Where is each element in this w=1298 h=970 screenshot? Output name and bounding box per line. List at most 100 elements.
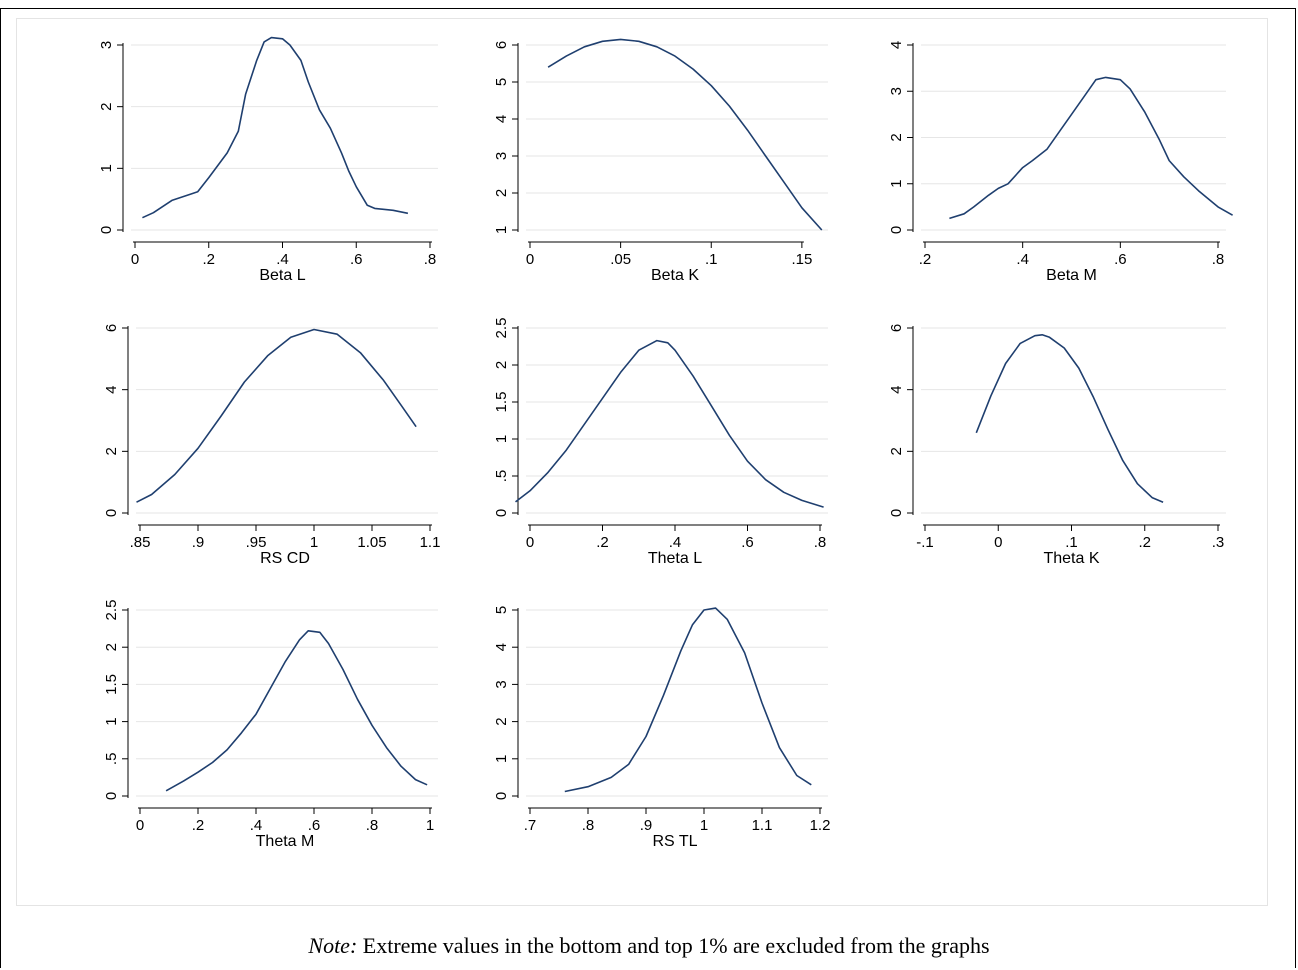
figure-frame bbox=[0, 8, 1296, 968]
x-tick-label: .8 bbox=[814, 534, 827, 551]
x-tick-label: 0 bbox=[131, 251, 139, 268]
note-text: Extreme values in the bottom and top 1% … bbox=[357, 933, 990, 958]
density-line bbox=[949, 76, 1233, 220]
x-axis-title: Beta L bbox=[259, 267, 305, 284]
y-tick-label: 0 bbox=[888, 226, 905, 234]
x-tick-label: .05 bbox=[610, 251, 631, 268]
y-tick-label: 2 bbox=[103, 643, 120, 651]
x-tick-label: 0 bbox=[994, 534, 1002, 551]
x-axis-title: Theta M bbox=[256, 833, 315, 850]
y-tick-label: 4 bbox=[888, 385, 905, 393]
x-tick-label: .8 bbox=[424, 251, 437, 268]
x-tick-label: .2 bbox=[919, 251, 932, 268]
y-tick-label: 1.5 bbox=[103, 674, 120, 695]
y-tick-label: 1 bbox=[888, 180, 905, 188]
y-tick-label: 2 bbox=[888, 447, 905, 455]
y-tick-label: 0 bbox=[493, 792, 510, 800]
y-tick-label: 2 bbox=[493, 361, 510, 369]
figure-note: Note: Extreme values in the bottom and t… bbox=[0, 933, 1298, 959]
y-tick-label: 2.5 bbox=[493, 318, 510, 339]
x-tick-label: .6 bbox=[308, 817, 321, 834]
x-tick-label: .3 bbox=[1212, 534, 1225, 551]
y-tick-label: .5 bbox=[493, 470, 510, 483]
density-line bbox=[142, 36, 409, 219]
x-tick-label: .2 bbox=[596, 534, 609, 551]
y-tick-label: 0 bbox=[888, 509, 905, 517]
panel-6: 0 2 4 6 -.1 0 .1 .2 .3 Theta K bbox=[888, 324, 1226, 567]
density-line bbox=[547, 38, 823, 231]
x-tick-label: .6 bbox=[741, 534, 754, 551]
x-tick-label: .6 bbox=[350, 251, 363, 268]
x-tick-label: .4 bbox=[250, 817, 263, 834]
x-tick-label: .1 bbox=[1065, 534, 1078, 551]
x-tick-label: 0 bbox=[526, 251, 534, 268]
y-tick-label: 2 bbox=[98, 102, 115, 110]
x-tick-label: 1.1 bbox=[420, 534, 441, 551]
panel-7: 0 .5 1 1.5 2 2.5 0 .2 .4 .6 .8 1 Theta M bbox=[103, 600, 438, 850]
x-tick-label: .4 bbox=[669, 534, 682, 551]
y-tick-label: 1 bbox=[103, 717, 120, 725]
x-tick-label: .9 bbox=[640, 817, 653, 834]
x-axis-title: RS CD bbox=[260, 550, 310, 567]
y-tick-label: 1 bbox=[493, 226, 510, 234]
x-tick-label: .1 bbox=[705, 251, 718, 268]
y-tick-label: 4 bbox=[103, 385, 120, 393]
panel-3: 0 1 2 3 4 .2 .4 .6 .8 Beta M bbox=[888, 41, 1233, 284]
y-tick-label: 4 bbox=[493, 643, 510, 651]
y-tick-label: 2 bbox=[493, 717, 510, 725]
note-label: Note: bbox=[308, 933, 358, 958]
x-axis-title: Beta M bbox=[1046, 267, 1097, 284]
x-tick-label: -.1 bbox=[916, 534, 934, 551]
y-tick-label: 5 bbox=[493, 606, 510, 614]
x-tick-label: 1.1 bbox=[752, 817, 773, 834]
y-tick-label: 6 bbox=[888, 324, 905, 332]
x-axis-title: Theta K bbox=[1043, 550, 1099, 567]
x-tick-label: 1.2 bbox=[810, 817, 831, 834]
x-tick-label: .8 bbox=[582, 817, 595, 834]
y-tick-label: 4 bbox=[888, 41, 905, 49]
x-tick-label: .2 bbox=[1138, 534, 1151, 551]
x-tick-label: .2 bbox=[202, 251, 215, 268]
y-tick-label: 3 bbox=[493, 152, 510, 160]
y-tick-label: 3 bbox=[493, 680, 510, 688]
x-tick-label: .9 bbox=[192, 534, 205, 551]
y-tick-label: 2 bbox=[888, 133, 905, 141]
graph-region bbox=[16, 18, 1268, 906]
x-tick-label: .6 bbox=[1114, 251, 1127, 268]
x-tick-label: 0 bbox=[136, 817, 144, 834]
y-tick-label: 0 bbox=[493, 509, 510, 517]
x-tick-label: .8 bbox=[366, 817, 379, 834]
density-line bbox=[564, 607, 812, 793]
x-tick-label: .4 bbox=[276, 251, 289, 268]
y-tick-label: 2.5 bbox=[103, 600, 120, 621]
y-tick-label: 1 bbox=[493, 755, 510, 763]
y-tick-label: 1.5 bbox=[493, 392, 510, 413]
panel-1: 0 1 2 3 0 .2 .4 .6 .8 Beta L bbox=[98, 36, 438, 284]
x-tick-label: .8 bbox=[1212, 251, 1225, 268]
y-tick-label: 2 bbox=[493, 189, 510, 197]
x-axis-title: Theta L bbox=[648, 550, 702, 567]
y-tick-label: 6 bbox=[493, 41, 510, 49]
x-tick-label: 1 bbox=[700, 817, 708, 834]
y-tick-label: 1 bbox=[98, 164, 115, 172]
y-tick-label: 3 bbox=[98, 41, 115, 49]
y-tick-label: 1 bbox=[493, 435, 510, 443]
density-line bbox=[975, 333, 1164, 503]
x-tick-label: .4 bbox=[1016, 251, 1029, 268]
x-axis-title: Beta K bbox=[651, 267, 699, 284]
x-tick-label: 0 bbox=[526, 534, 534, 551]
x-tick-label: .95 bbox=[246, 534, 267, 551]
y-tick-label: 0 bbox=[103, 509, 120, 517]
density-line bbox=[515, 339, 824, 508]
y-tick-label: 3 bbox=[888, 87, 905, 95]
y-tick-label: .5 bbox=[103, 753, 120, 766]
density-line bbox=[136, 328, 417, 503]
y-tick-label: 6 bbox=[103, 324, 120, 332]
panel-5: 0 .5 1 1.5 2 2.5 0 .2 .4 .6 .8 Theta L bbox=[493, 318, 828, 567]
panel-2: 1 2 3 4 5 6 0 .05 .1 .15 Beta K bbox=[493, 38, 828, 284]
x-tick-label: .7 bbox=[524, 817, 537, 834]
panel-8: 0 1 2 3 4 5 .7 .8 .9 1 1.1 1.2 RS TL bbox=[493, 606, 830, 850]
x-tick-label: 1 bbox=[310, 534, 318, 551]
density-line bbox=[165, 629, 428, 792]
